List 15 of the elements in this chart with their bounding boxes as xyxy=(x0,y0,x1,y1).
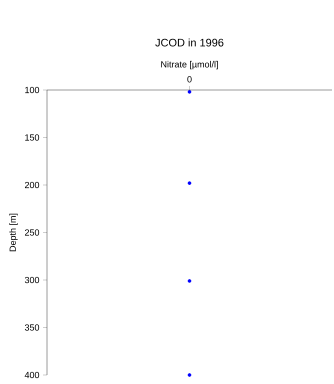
chart-title: JCOD in 1996 xyxy=(155,38,224,47)
point xyxy=(188,279,192,283)
y-tick-label: 400 xyxy=(24,372,40,378)
y-tick-label: 200 xyxy=(24,182,40,188)
y-tick-label: 300 xyxy=(24,276,40,284)
y-tick-label: 150 xyxy=(25,134,40,141)
x-axis-title: Nitrate [µmol/l] xyxy=(161,60,218,70)
x-tick-label: 0 xyxy=(187,76,192,82)
point xyxy=(188,181,192,185)
y-tick-label: 100 xyxy=(25,86,40,94)
y-tick-label: 350 xyxy=(24,324,40,331)
point xyxy=(188,373,192,377)
point xyxy=(188,90,192,94)
y-tick-label: 250 xyxy=(24,229,40,236)
y-axis-title: Depth [m] xyxy=(9,214,18,252)
